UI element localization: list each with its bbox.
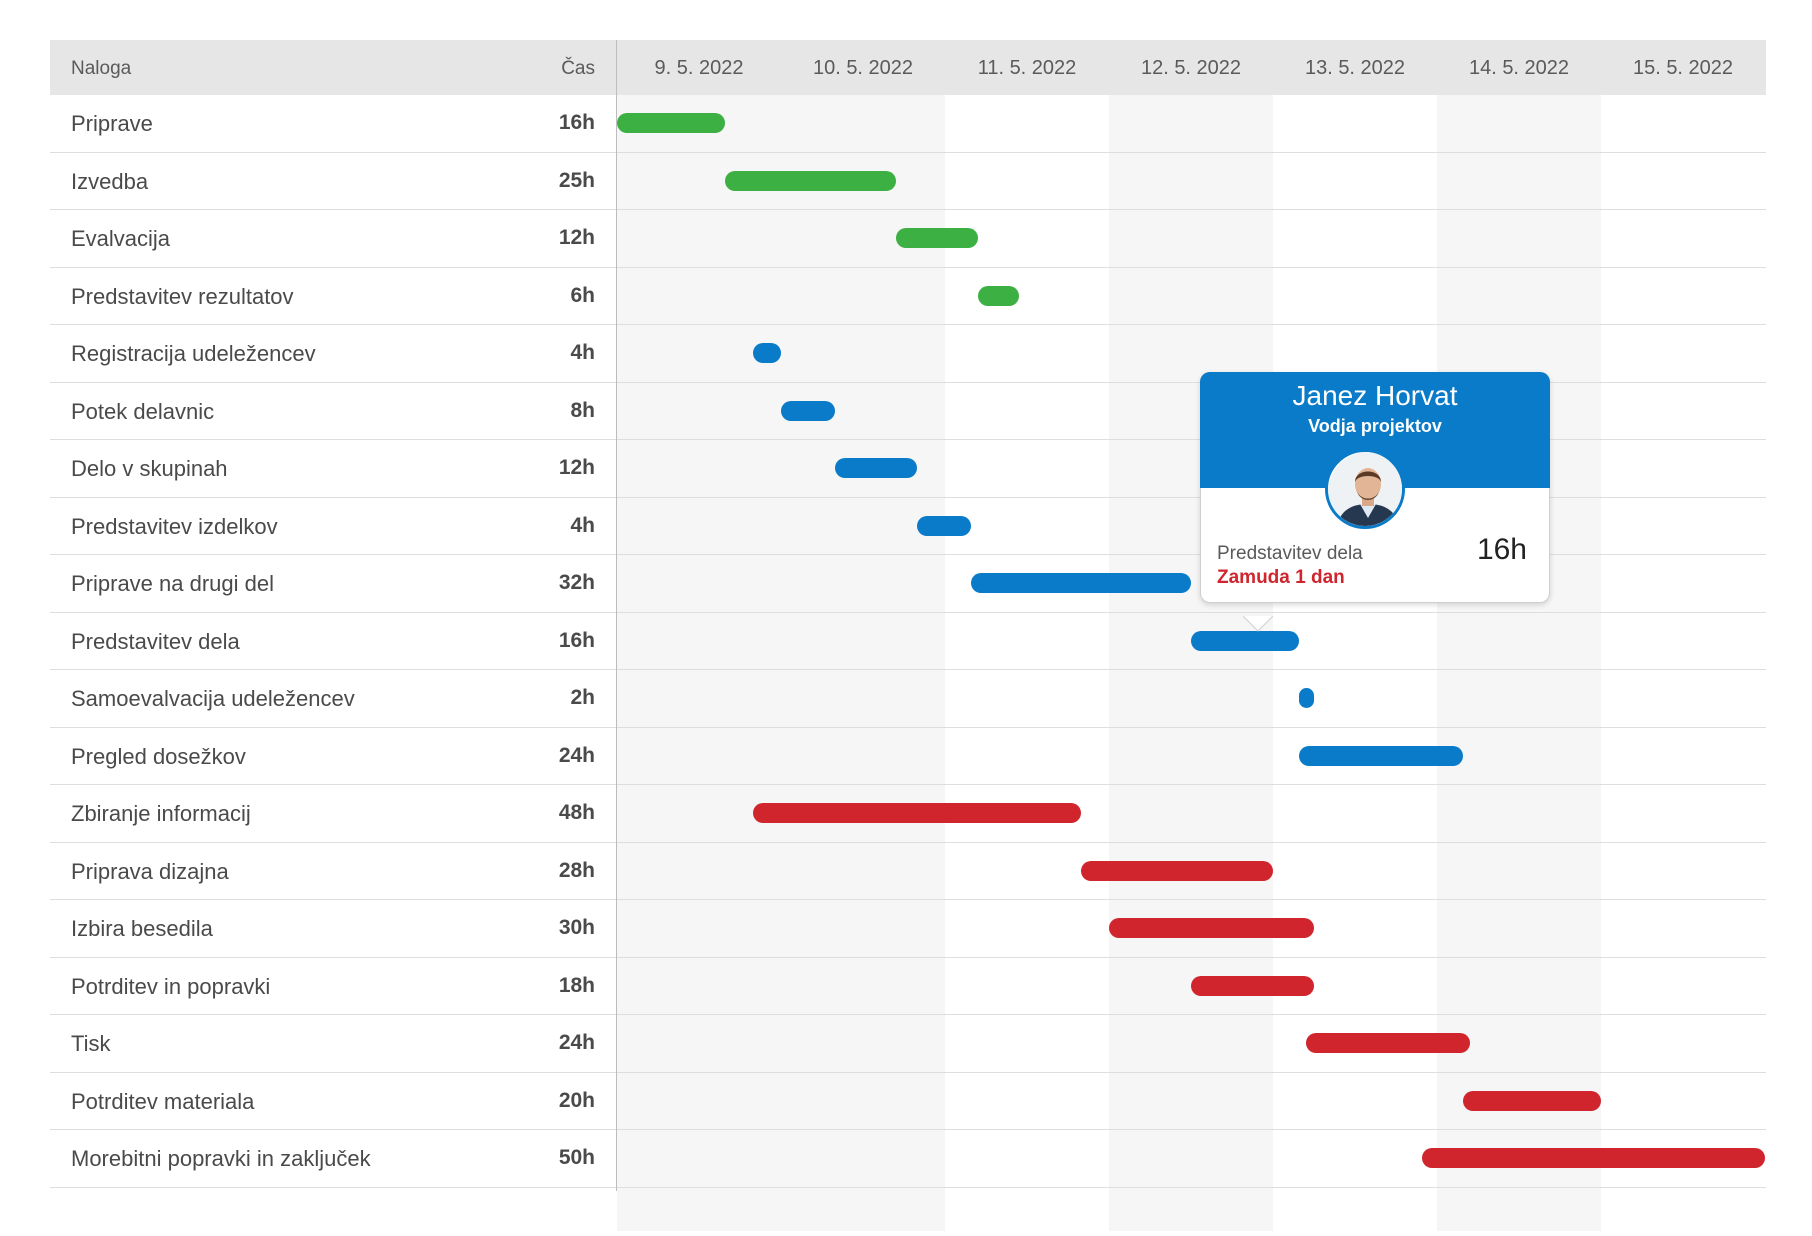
- task-row[interactable]: Samoevalvacija udeležencev 2h: [50, 670, 1766, 728]
- person-avatar-icon: [1328, 452, 1402, 526]
- tooltip-task-name: Predstavitev dela: [1217, 543, 1363, 564]
- task-duration: 25h: [558, 168, 595, 192]
- task-duration: 18h: [558, 973, 595, 997]
- gantt-bar[interactable]: [725, 170, 896, 191]
- task-duration: 30h: [558, 916, 595, 939]
- gantt-bar[interactable]: [1081, 860, 1273, 881]
- task-duration: 20h: [558, 1088, 595, 1112]
- gantt-bar[interactable]: [895, 228, 978, 248]
- gantt-bar[interactable]: [1109, 918, 1314, 938]
- tooltip-hours: 16h: [1476, 533, 1527, 566]
- task-row[interactable]: Potrditev materiala 20h: [50, 1073, 1766, 1130]
- task-row[interactable]: Morebitni popravki in zaključek 50h: [50, 1130, 1766, 1188]
- gantt-bar[interactable]: [1305, 1033, 1470, 1053]
- task-name: Priprave na drugi del: [71, 571, 275, 596]
- avatar: [1325, 449, 1405, 529]
- task-row[interactable]: Priprave na drugi del 32h: [50, 555, 1766, 613]
- gantt-bar[interactable]: [753, 343, 781, 363]
- task-name: Delo v skupinah: [71, 456, 228, 481]
- task-duration: 16h: [558, 628, 595, 652]
- task-row[interactable]: Izbira besedila 30h: [50, 900, 1766, 958]
- date-header: 13. 5. 2022: [1304, 57, 1406, 79]
- task-duration: 32h: [558, 571, 595, 594]
- task-row[interactable]: Zbiranje informacij 48h: [50, 785, 1766, 843]
- task-row[interactable]: Predstavitev rezultatov 6h: [50, 268, 1766, 325]
- task-duration: 48h: [558, 801, 595, 824]
- task-row[interactable]: Priprave 16h: [50, 95, 1766, 153]
- task-duration: 12h: [558, 226, 595, 249]
- task-name: Tisk: [71, 1031, 111, 1056]
- tooltip-delay-status: Zamuda 1 dan: [1217, 567, 1345, 588]
- gantt-bar[interactable]: [1463, 1090, 1601, 1111]
- task-name: Pregled dosežkov: [71, 743, 246, 769]
- task-row[interactable]: Tisk 24h: [50, 1015, 1766, 1073]
- gantt-bar[interactable]: [753, 803, 1082, 823]
- tooltip-person-name: Janez Horvat: [1292, 380, 1458, 411]
- task-name: Priprave: [71, 111, 153, 136]
- task-name: Registracija udeležencev: [71, 341, 316, 366]
- task-duration: 4h: [570, 513, 595, 537]
- date-header: 15. 5. 2022: [1632, 57, 1734, 79]
- task-row[interactable]: Predstavitev izdelkov 4h: [50, 498, 1766, 555]
- column-divider: [616, 40, 617, 1191]
- tooltip-person-role: Vodja projektov: [1308, 416, 1442, 436]
- task-name: Potek delavnic: [71, 398, 215, 424]
- day-shade: [1109, 95, 1273, 1231]
- task-row[interactable]: Potrditev in popravki 18h: [50, 958, 1766, 1015]
- day-shade: [781, 95, 945, 1231]
- task-row[interactable]: Registracija udeležencev 4h: [50, 325, 1766, 383]
- gantt-bar[interactable]: [977, 285, 1019, 306]
- task-duration: 6h: [570, 283, 595, 307]
- task-row[interactable]: Evalvacija 12h: [50, 210, 1766, 268]
- day-shade: [617, 95, 781, 1231]
- gantt-bar[interactable]: [1191, 630, 1300, 651]
- task-duration: 12h: [558, 456, 595, 479]
- task-name: Samoevalvacija udeležencev: [71, 686, 355, 711]
- gantt-bar[interactable]: [835, 458, 918, 478]
- task-duration: 4h: [570, 341, 595, 364]
- assignee-tooltip: Janez Horvat Vodja projektov Predstavite…: [1200, 372, 1550, 632]
- task-name: Evalvacija: [71, 226, 171, 251]
- gantt-bar[interactable]: [617, 113, 726, 133]
- gantt-bar[interactable]: [1299, 688, 1314, 708]
- task-row[interactable]: Izvedba 25h: [50, 153, 1766, 210]
- gantt-bar[interactable]: [917, 515, 972, 536]
- gantt-bar[interactable]: [781, 400, 836, 421]
- task-duration: 50h: [558, 1146, 595, 1169]
- task-duration: 28h: [558, 858, 595, 882]
- date-header: 12. 5. 2022: [1140, 57, 1242, 79]
- date-header: 10. 5. 2022: [812, 57, 914, 79]
- task-duration: 24h: [558, 743, 595, 767]
- gantt-bar[interactable]: [1191, 975, 1314, 996]
- task-name: Potrditev in popravki: [71, 973, 271, 999]
- task-name: Izbira besedila: [71, 916, 213, 941]
- task-row[interactable]: Predstavitev dela 16h: [50, 613, 1766, 670]
- date-header: 11. 5. 2022: [977, 57, 1077, 79]
- task-name: Predstavitev izdelkov: [71, 513, 278, 539]
- task-name: Potrditev materiala: [71, 1088, 255, 1114]
- task-row[interactable]: Potek delavnic 8h: [50, 383, 1766, 440]
- task-name: Morebitni popravki in zaključek: [71, 1146, 371, 1171]
- task-row[interactable]: Delo v skupinah 12h: [50, 440, 1766, 498]
- gantt-bar[interactable]: [971, 573, 1191, 593]
- task-duration: 16h: [558, 111, 595, 134]
- task-name: Zbiranje informacij: [71, 801, 251, 826]
- header-task-label: Naloga: [71, 58, 132, 79]
- date-header: 14. 5. 2022: [1468, 57, 1570, 79]
- gantt-bar[interactable]: [1299, 745, 1464, 766]
- task-name: Izvedba: [71, 168, 149, 194]
- task-duration: 24h: [558, 1031, 595, 1054]
- task-name: Predstavitev rezultatov: [71, 283, 294, 309]
- date-header: 9. 5. 2022: [654, 57, 744, 79]
- task-duration: 8h: [570, 398, 595, 422]
- task-name: Predstavitev dela: [71, 628, 240, 654]
- task-name: Priprava dizajna: [71, 858, 229, 884]
- gantt-header: Naloga Čas 9. 5. 2022 10. 5. 2022 11. 5. 2…: [50, 40, 1766, 95]
- header-time-label: Čas: [561, 58, 595, 79]
- task-row[interactable]: Priprava dizajna 28h: [50, 843, 1766, 900]
- task-duration: 2h: [570, 686, 595, 709]
- task-row[interactable]: Pregled dosežkov 24h: [50, 728, 1766, 785]
- gantt-bar[interactable]: [1422, 1148, 1765, 1168]
